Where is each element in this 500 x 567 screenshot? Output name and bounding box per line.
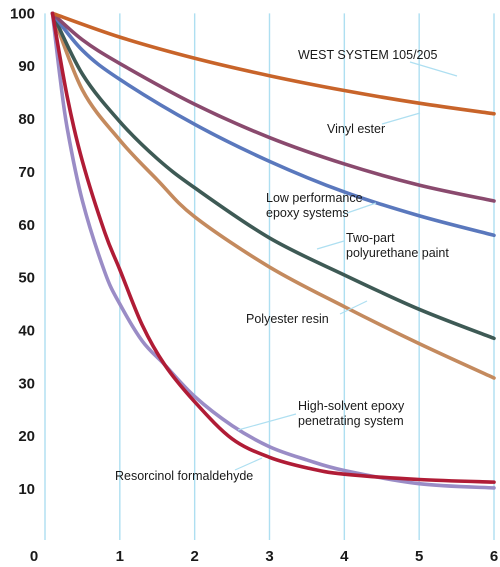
annotation-leader [234, 457, 263, 471]
series-line-5 [50, 11, 496, 484]
series-annotation-label: High-solvent epoxy [298, 399, 405, 413]
series-annotation-label: epoxy systems [266, 206, 349, 220]
y-tick-label: 100 [10, 5, 35, 22]
x-tick-label: 6 [490, 548, 498, 565]
series-line-0 [50, 11, 496, 116]
series-annotation-label: Vinyl ester [327, 122, 385, 136]
series-line-2 [50, 11, 496, 238]
series-line-4 [50, 11, 496, 380]
annotation-leader [339, 300, 368, 315]
y-tick-label: 30 [18, 375, 35, 392]
annotation-leader [381, 112, 421, 125]
series-annotation-label: Two-part [346, 231, 395, 245]
y-tick-label: 60 [18, 217, 35, 234]
y-tick-label: 40 [18, 322, 35, 339]
x-tick-label: 3 [265, 548, 273, 565]
annotation-leaders [234, 61, 458, 471]
series-line-3 [50, 11, 496, 341]
annotation-leader [346, 202, 377, 214]
x-tick-labels: 0 1 2 3 4 5 6 [30, 548, 498, 565]
y-tick-label: 10 [18, 481, 35, 498]
series-annotation-label: WEST SYSTEM 105/205 [298, 48, 437, 62]
grid [44, 13, 495, 540]
annotation-leader [316, 240, 345, 250]
annotation-leader [409, 61, 458, 77]
x-tick-label: 1 [116, 548, 124, 565]
x-tick-label: 2 [190, 548, 198, 565]
y-tick-label: 90 [18, 58, 35, 75]
y-tick-label: 70 [18, 164, 35, 181]
series-annotation-label: penetrating system [298, 414, 404, 428]
x-tick-label: 5 [415, 548, 423, 565]
series-annotation-label: Resorcinol formaldehyde [115, 469, 253, 483]
y-tick-label: 20 [18, 428, 35, 445]
series-annotation-label: Low performance [266, 191, 363, 205]
y-tick-labels: 10 20 30 40 50 60 70 80 90 100 [10, 5, 35, 498]
y-tick-label: 80 [18, 111, 35, 128]
series-annotation-label: polyurethane paint [346, 246, 449, 260]
x-tick-label: 4 [340, 548, 349, 565]
annotation-labels: WEST SYSTEM 105/205 Vinyl ester Low perfor… [115, 48, 449, 483]
x-tick-label: 0 [30, 548, 38, 565]
series-line-1 [50, 11, 496, 203]
annotation-leader [237, 413, 297, 431]
y-tick-label: 50 [18, 270, 35, 287]
series-annotation-label: Polyester resin [246, 312, 329, 326]
series-lines [50, 11, 496, 490]
